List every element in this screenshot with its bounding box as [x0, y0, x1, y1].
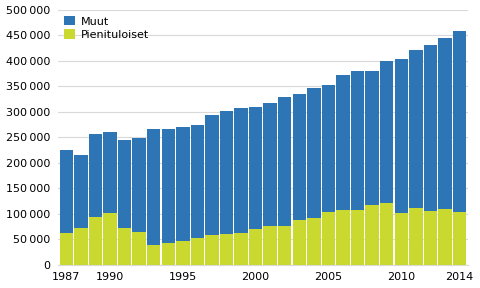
Bar — [220, 234, 233, 265]
Bar — [234, 233, 248, 265]
Bar — [351, 71, 364, 210]
Bar — [249, 107, 262, 229]
Bar — [147, 129, 160, 245]
Bar — [380, 202, 394, 265]
Bar — [162, 129, 175, 243]
Bar — [234, 108, 248, 233]
Bar — [103, 132, 117, 213]
Bar — [176, 241, 190, 265]
Bar — [60, 150, 73, 233]
Bar — [89, 217, 102, 265]
Bar — [336, 210, 350, 265]
Bar — [322, 212, 335, 265]
Bar — [307, 218, 321, 265]
Bar — [74, 228, 87, 265]
Bar — [205, 115, 218, 235]
Bar — [147, 245, 160, 265]
Bar — [74, 155, 87, 228]
Bar — [395, 213, 408, 265]
Bar — [293, 220, 306, 265]
Bar — [453, 31, 466, 212]
Bar — [438, 209, 452, 265]
Bar — [264, 226, 277, 265]
Bar — [409, 208, 422, 265]
Bar — [395, 58, 408, 213]
Bar — [424, 211, 437, 265]
Bar — [103, 213, 117, 265]
Legend: Muut, Pienituloiset: Muut, Pienituloiset — [61, 13, 153, 43]
Bar — [307, 88, 321, 218]
Bar — [278, 97, 291, 226]
Bar — [249, 229, 262, 265]
Bar — [220, 111, 233, 234]
Bar — [336, 75, 350, 210]
Bar — [278, 226, 291, 265]
Bar — [351, 210, 364, 265]
Bar — [89, 134, 102, 217]
Bar — [365, 204, 379, 265]
Bar — [380, 60, 394, 202]
Bar — [424, 45, 437, 211]
Bar — [176, 127, 190, 241]
Bar — [409, 50, 422, 208]
Bar — [132, 232, 146, 265]
Bar — [453, 212, 466, 265]
Bar — [205, 235, 218, 265]
Bar — [191, 238, 204, 265]
Bar — [118, 228, 131, 265]
Bar — [438, 38, 452, 209]
Bar — [162, 243, 175, 265]
Bar — [118, 140, 131, 228]
Bar — [264, 103, 277, 226]
Bar — [132, 138, 146, 232]
Bar — [293, 94, 306, 220]
Bar — [191, 125, 204, 238]
Bar — [60, 233, 73, 265]
Bar — [365, 71, 379, 204]
Bar — [322, 85, 335, 212]
